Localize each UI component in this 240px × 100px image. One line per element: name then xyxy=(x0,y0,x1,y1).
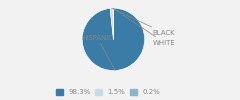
Wedge shape xyxy=(110,8,114,39)
Text: BLACK: BLACK xyxy=(112,8,175,36)
Wedge shape xyxy=(113,8,114,39)
Wedge shape xyxy=(82,8,144,70)
Text: WHITE: WHITE xyxy=(113,8,175,46)
Text: HISPANIC: HISPANIC xyxy=(81,35,115,70)
Legend: 98.3%, 1.5%, 0.2%: 98.3%, 1.5%, 0.2% xyxy=(55,88,161,96)
